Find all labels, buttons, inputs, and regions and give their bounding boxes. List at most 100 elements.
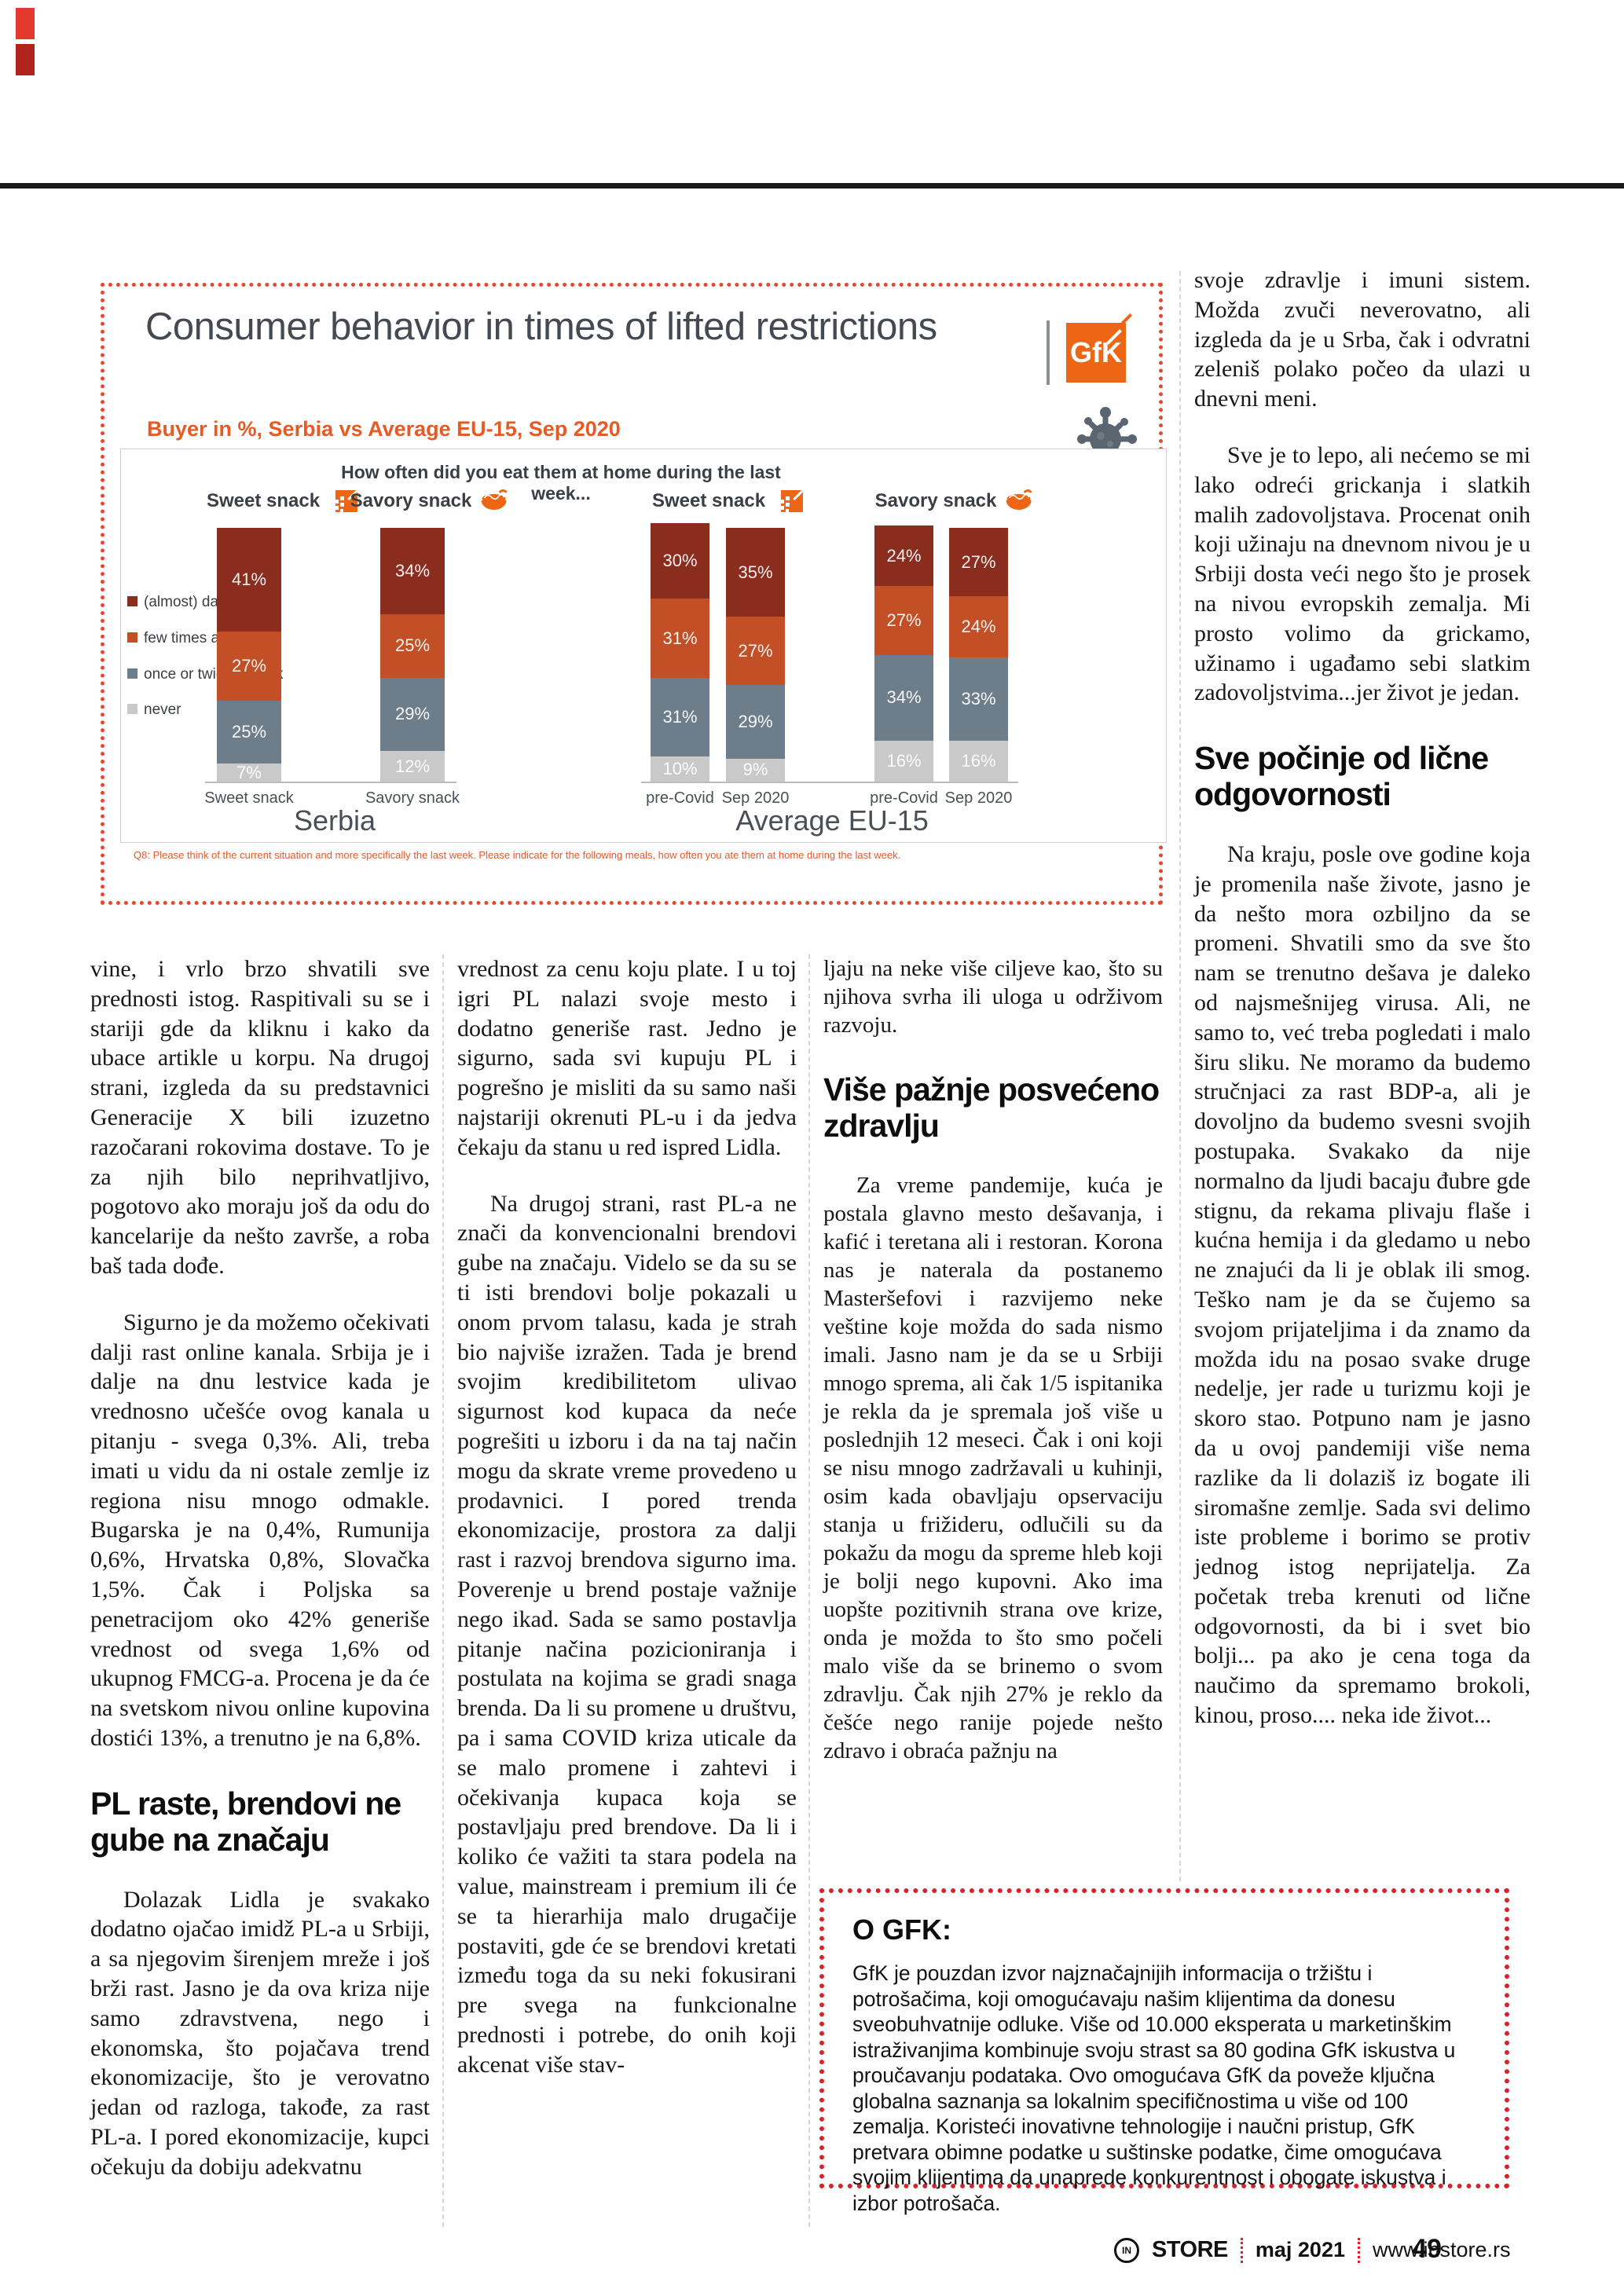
savory-snack-icon	[1004, 489, 1032, 514]
chart-box: Consumer behavior in times of lifted res…	[101, 283, 1167, 905]
sweet-snack-icon	[773, 489, 804, 514]
article-paragraph: ljaju na neke više ciljeve kao, što su n…	[823, 956, 1163, 1038]
snack-header-label: Savory snack	[350, 490, 472, 511]
column-separator	[1179, 271, 1181, 1881]
legend-swatch	[127, 632, 137, 643]
bar-segment: 9%	[726, 758, 785, 782]
article-paragraph: svoje zdravlje i imuni sistem. Možda zvu…	[1194, 267, 1531, 412]
bar-segment: 31%	[651, 677, 709, 756]
bar-segment-value: 16%	[961, 751, 996, 771]
legend-item: (almost) daily	[127, 593, 284, 612]
instore-logo-icon: IN	[1114, 2237, 1139, 2263]
savory-snack-icon	[479, 489, 508, 514]
gfk-logo-divider	[1047, 320, 1050, 385]
bar-segment-value: 29%	[738, 712, 773, 732]
top-rule	[0, 183, 1624, 189]
chart-title: Consumer behavior in times of lifted res…	[145, 306, 937, 348]
bar-segment-value: 24%	[961, 616, 996, 636]
bar-segment: 29%	[380, 677, 445, 752]
x-tick-label: pre-Covid	[870, 789, 938, 807]
snack-header: Sweet snack	[207, 489, 358, 514]
group-label: Serbia	[293, 804, 376, 837]
bar-segment: 31%	[651, 599, 709, 678]
snack-header: Savory snack	[875, 489, 1033, 514]
column-separator	[808, 954, 810, 2227]
gfk-logo-text: GfK	[1070, 336, 1122, 368]
bar-segment: 24%	[949, 596, 1008, 657]
bar-segment: 27%	[726, 617, 785, 686]
bar-segment: 16%	[949, 741, 1008, 782]
bar-segment-value: 27%	[738, 640, 773, 661]
legend-label: (almost) daily	[144, 594, 233, 610]
bar-segment-value: 7%	[236, 764, 262, 782]
stacked-bar: 35% 27% 29% 9%	[726, 528, 785, 782]
legend-item: never	[127, 701, 284, 720]
article-paragraph: Sve je to lepo, ali nećemo se mi lako od…	[1194, 441, 1531, 706]
x-tick-label: Sep 2020	[944, 789, 1013, 807]
bar-segment: 27%	[949, 528, 1008, 597]
article-paragraph: vine, i vrlo brzo shvatili sve prednosti…	[90, 956, 430, 1279]
print-mark	[16, 44, 35, 75]
chart-subtitle: Buyer in %, Serbia vs Average EU-15, Sep…	[147, 417, 621, 441]
article-column-2: vrednost za cenu koju plate. I u toj igr…	[457, 954, 797, 2079]
legend-swatch	[127, 596, 137, 606]
bar-segment: 10%	[651, 756, 709, 782]
section-heading: PL raste, brendovi ne gube na značaju	[90, 1785, 401, 1858]
bar-segment-value: 33%	[961, 689, 996, 709]
bar-segment: 41%	[217, 528, 281, 632]
bar-segment: 29%	[726, 685, 785, 759]
bar-segment-value: 25%	[394, 635, 431, 656]
footer-separator	[1240, 2237, 1243, 2263]
article-column-1: vine, i vrlo brzo shvatili sve prednosti…	[90, 954, 430, 2182]
article-paragraph: Sigurno je da možemo očekivati dalji ras…	[90, 1309, 430, 1751]
bar-segment-value: 27%	[961, 551, 996, 572]
section-heading: Sve počinje od lične odgovornosti	[1194, 740, 1489, 813]
about-gfk-title: O GFK:	[852, 1913, 951, 1946]
legend-swatch	[127, 704, 137, 715]
bar-segment-value: 16%	[886, 751, 922, 771]
bar-segment: 25%	[217, 700, 281, 764]
bar-segment: 16%	[874, 741, 933, 782]
snack-header-label: Savory snack	[874, 490, 997, 511]
stacked-bar: 34% 25% 29% 12%	[380, 528, 445, 782]
stacked-bar: 27% 24% 33% 16%	[949, 528, 1008, 782]
sweet-snack-icon	[328, 489, 358, 514]
bar-segment: 34%	[380, 528, 445, 614]
about-gfk-body: GfK je pouzdan izvor najznačajnijih info…	[852, 1961, 1456, 2215]
bar-segment-value: 24%	[886, 545, 922, 566]
article-paragraph: vrednost za cenu koju plate. I u toj igr…	[457, 956, 797, 1160]
bar-segment-value: 12%	[394, 756, 431, 776]
legend-swatch	[127, 668, 137, 679]
bar-segment: 27%	[874, 586, 933, 655]
bar-segment: 7%	[217, 764, 281, 782]
page-footer: IN STORE maj 2021 www.instore.rs 49	[0, 2234, 1534, 2272]
bar-segment-value: 9%	[742, 760, 768, 780]
snack-header: Savory snack	[350, 489, 508, 514]
bar-segment-value: 10%	[662, 758, 698, 778]
bar-segment: 24%	[874, 525, 933, 587]
legend-label: never	[144, 701, 181, 719]
stacked-bar: 41% 27% 25% 7%	[217, 528, 281, 782]
bar-segment-value: 34%	[886, 687, 922, 708]
footer-separator	[1357, 2237, 1360, 2263]
x-axis	[205, 782, 456, 783]
brand-name: STORE	[1152, 2237, 1228, 2262]
stacked-bar: 30% 31% 31% 10%	[651, 522, 709, 782]
section-heading: Više pažnje posvećeno zdravlju	[823, 1071, 1160, 1144]
x-tick-label: pre-Covid	[646, 789, 714, 807]
bar-segment-value: 41%	[231, 569, 267, 590]
bar-segment: 25%	[380, 613, 445, 678]
bar-segment: 30%	[651, 522, 709, 599]
chart-question: How often did you eat them at home durin…	[341, 462, 781, 504]
bar-segment-value: 31%	[662, 706, 698, 727]
bar-segment: 35%	[726, 528, 785, 617]
chart-footnote: Q8: Please think of the current situatio…	[134, 849, 901, 861]
bar-segment-value: 34%	[394, 560, 431, 580]
bar-segment: 12%	[380, 751, 445, 782]
website-url: www.instore.rs	[1372, 2238, 1511, 2261]
x-tick-label: Sweet snack	[204, 789, 294, 807]
bar-segment-value: 30%	[662, 551, 698, 570]
print-mark	[16, 8, 35, 39]
bar-segment: 33%	[949, 657, 1008, 742]
bar-segment-value: 25%	[231, 722, 267, 742]
